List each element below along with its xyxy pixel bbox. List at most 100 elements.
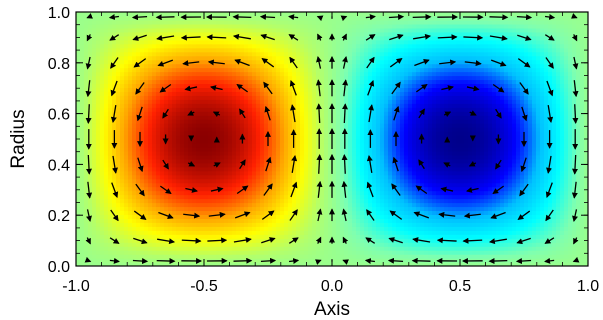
vector-arrow (411, 257, 431, 264)
vector-arrow (393, 105, 400, 121)
vector-arrow (263, 81, 273, 95)
vector-arrow (440, 186, 454, 193)
vector-arrow (544, 257, 555, 264)
vector-arrow (342, 103, 349, 124)
vector-arrow (212, 111, 221, 118)
vector-arrow (387, 257, 404, 264)
vector-arrow (389, 58, 403, 68)
vector-arrow (182, 60, 200, 67)
vector-arrow (463, 34, 484, 41)
vector-arrow (469, 110, 477, 116)
vector-arrow (516, 237, 531, 245)
vector-arrow (234, 59, 250, 67)
vector-arrows (84, 13, 580, 265)
vector-arrow (288, 14, 299, 21)
vector-arrow (366, 154, 373, 173)
vector-arrow (441, 85, 454, 91)
vector-arrow (111, 182, 119, 198)
vector-arrow (437, 34, 458, 41)
vector-arrow (109, 237, 120, 244)
vector-arrow (132, 258, 149, 265)
vector-arrow (443, 111, 452, 118)
vector-arrow (207, 237, 228, 244)
vector-arrow (571, 13, 578, 19)
vector-arrow (520, 157, 527, 173)
vector-arrow (86, 34, 93, 42)
vector-arrow (489, 35, 508, 41)
y-tick-label: 0.4 (48, 157, 70, 174)
vector-arrow (86, 181, 93, 199)
vector-arrow (85, 80, 92, 98)
vector-arrow (187, 110, 195, 116)
vector-arrow (573, 237, 579, 245)
x-tick-label: 0.0 (321, 278, 343, 295)
vector-arrow (289, 56, 298, 69)
vector-arrow (288, 257, 300, 264)
vector-arrow (213, 162, 221, 168)
vector-arrow (439, 59, 457, 66)
vector-arrow (181, 237, 202, 244)
vector-arrow (157, 238, 176, 245)
vector-arrow (389, 210, 403, 220)
vector-arrow (316, 56, 322, 69)
vector-arrow (341, 208, 348, 222)
vector-arrow (466, 85, 480, 92)
vector-arrow (136, 106, 143, 122)
vector-arrow (264, 105, 271, 121)
vector-arrow (86, 13, 93, 19)
vector-arrow (206, 34, 227, 41)
vector-arrow (162, 159, 169, 170)
vector-arrow (86, 209, 92, 222)
x-axis: -1.0 -0.5 0.0 0.5 1.0 (62, 12, 599, 295)
y-tick-label: 0.0 (48, 259, 70, 276)
vector-arrow (515, 258, 532, 265)
vector-arrow (187, 160, 196, 167)
vector-arrow (342, 259, 349, 265)
vector-arrow (489, 14, 509, 21)
vector-arrow (288, 34, 299, 41)
vector-arrow (391, 183, 401, 196)
vector-arrow (85, 104, 92, 124)
vector-arrow (495, 108, 502, 119)
vector-arrow (289, 80, 297, 96)
vector-arrow (86, 154, 93, 175)
vector-arrow (572, 80, 579, 98)
vector-arrow (365, 237, 376, 244)
vector-arrow (137, 157, 144, 173)
vector-arrow (517, 34, 532, 41)
vector-arrow (341, 33, 347, 41)
vector-arrow (572, 209, 578, 222)
vector-arrow (260, 257, 277, 264)
vector-arrow (389, 33, 404, 41)
vector-arrow (388, 237, 403, 244)
vector-arrow (342, 56, 348, 69)
vector-arrow (388, 13, 405, 20)
vector-arrow (517, 210, 531, 220)
vector-arrow (462, 237, 483, 244)
vector-arrow (208, 211, 226, 218)
vector-arrow (468, 160, 477, 167)
vector-arrow (261, 58, 275, 68)
y-tick-label: 0.6 (48, 107, 70, 124)
vector-arrow (133, 237, 148, 245)
vector-arrow (135, 82, 145, 95)
vector-arrow (521, 106, 528, 122)
vector-arrow (463, 212, 481, 219)
vector-arrow (466, 187, 479, 193)
vector-arrow (210, 186, 224, 193)
vector-arrow (162, 108, 169, 119)
vector-arrow (315, 236, 322, 244)
vector-arrow (544, 34, 555, 41)
vector-arrow (546, 80, 554, 97)
vector-arrow (207, 59, 225, 66)
vector-arrow (342, 236, 349, 244)
vector-arrow (261, 210, 275, 220)
vector-arrow (259, 13, 276, 20)
vector-arrow (109, 34, 120, 41)
vector-arrow (366, 181, 374, 198)
vector-arrow (109, 257, 120, 264)
vector-arrow (290, 104, 296, 123)
y-axis-label: Radius (8, 109, 29, 168)
vector-arrow (342, 79, 349, 97)
vector-arrow (418, 108, 425, 119)
